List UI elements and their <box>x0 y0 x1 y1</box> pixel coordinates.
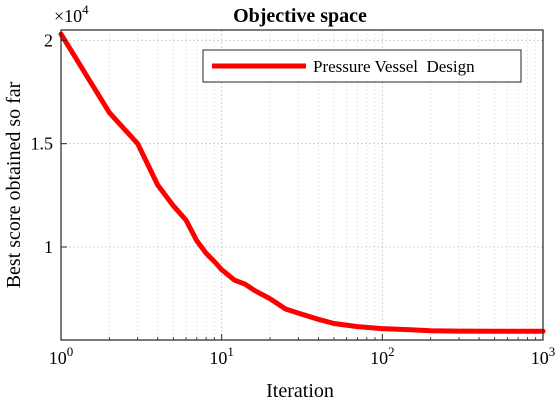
y-multiplier-base: ×10 <box>54 6 82 26</box>
x-tick-label: 100 <box>49 344 74 368</box>
chart-title: Objective space <box>233 5 367 27</box>
x-tick-label: 103 <box>531 344 556 368</box>
y-axis-multiplier: ×104 <box>54 2 89 26</box>
legend: Pressure Vessel Design <box>202 49 522 83</box>
series-line <box>58 31 546 334</box>
legend-label: Pressure Vessel Design <box>313 57 475 76</box>
plot-frame <box>60 29 544 341</box>
tick-layer: 100 101 102 103 1 1.5 2 <box>31 30 556 368</box>
series-layer <box>58 31 546 334</box>
svg-text:×104: ×104 <box>54 2 89 26</box>
y-axis-label: Best score obtained so far <box>3 81 25 288</box>
y-tick-label: 1.5 <box>31 134 54 154</box>
y-tick-label: 2 <box>44 30 53 50</box>
y-tick-label: 1 <box>44 237 53 257</box>
grid-layer <box>61 30 543 340</box>
y-multiplier-exponent: 4 <box>82 2 89 17</box>
x-tick-label: 101 <box>209 344 234 368</box>
x-tick-label: 102 <box>370 344 395 368</box>
x-axis-label: Iteration <box>266 380 334 402</box>
